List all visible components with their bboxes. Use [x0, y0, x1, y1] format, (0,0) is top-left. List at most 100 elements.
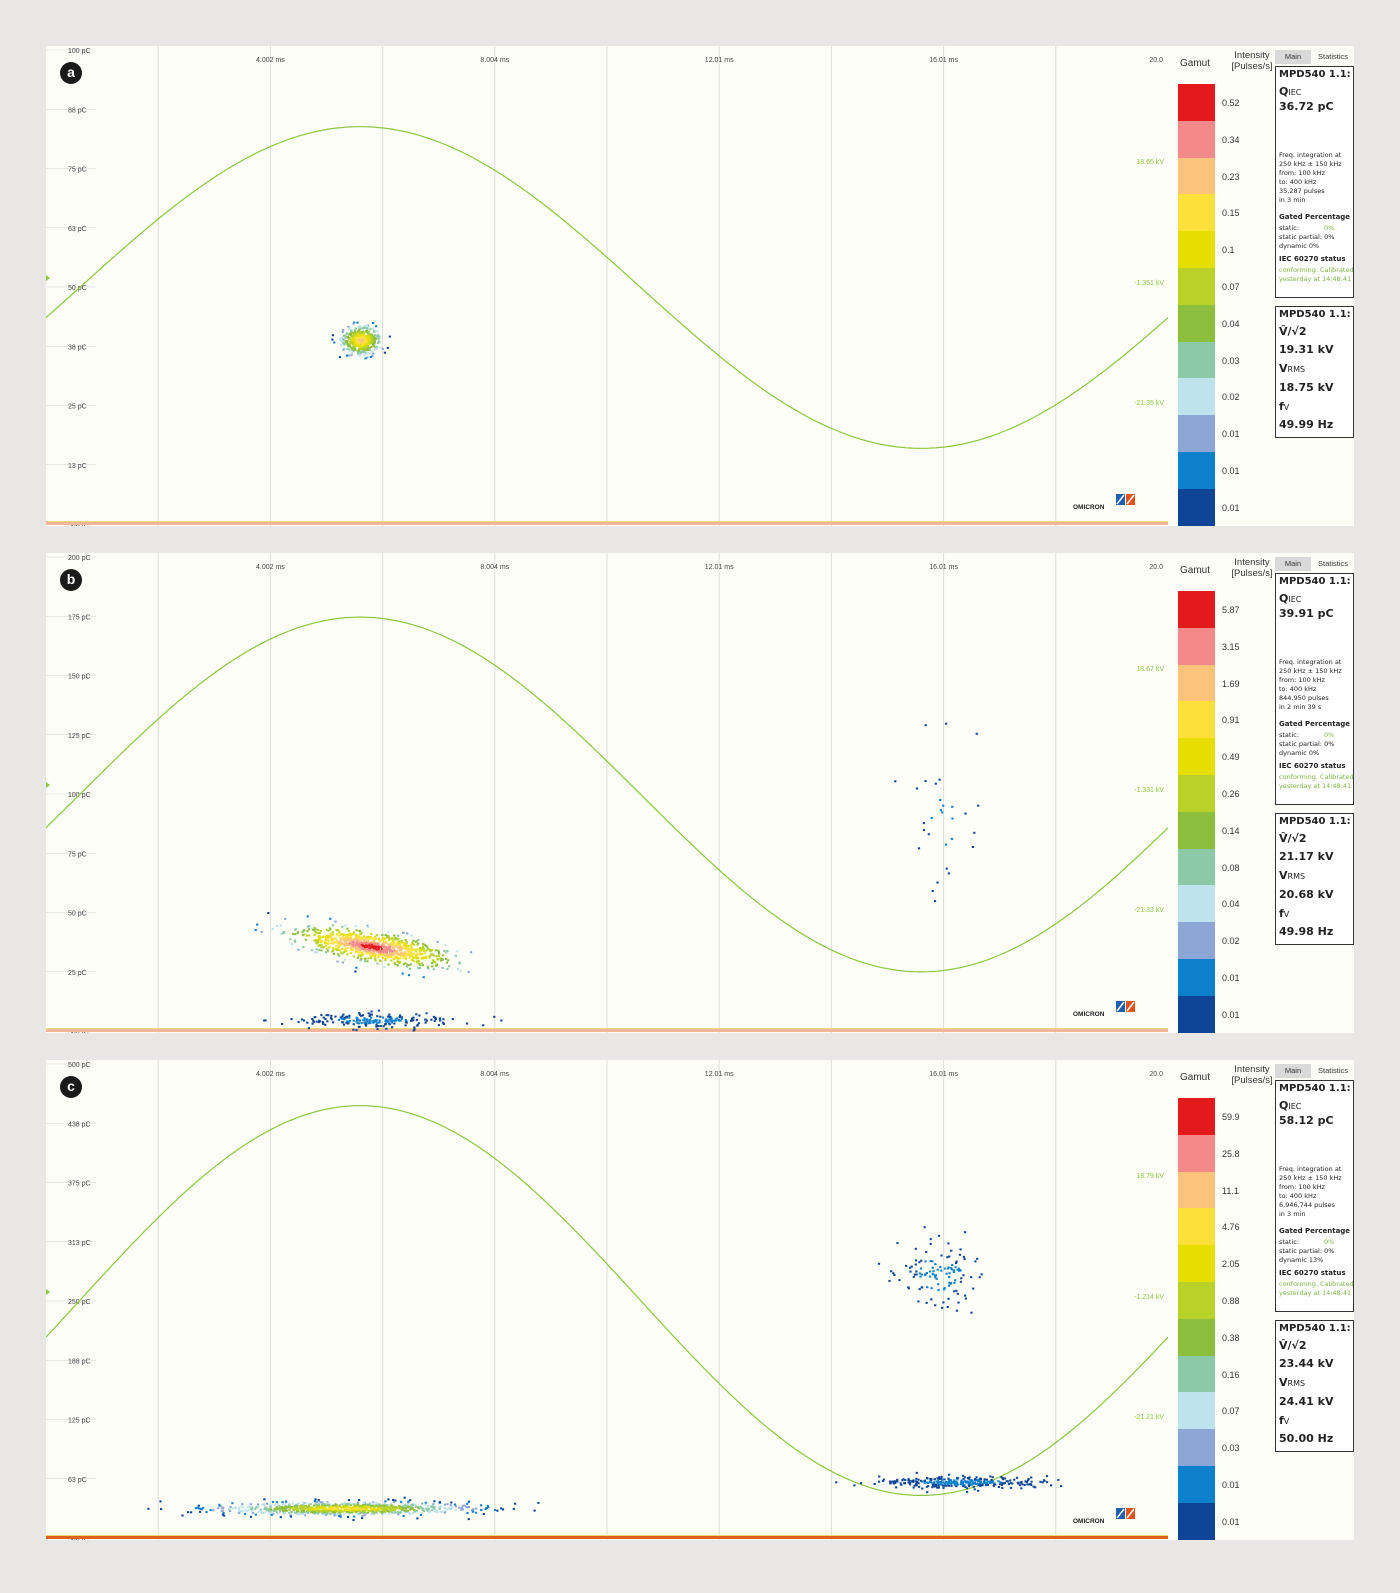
pd-point [347, 947, 350, 949]
pd-point [360, 943, 363, 946]
pd-point [324, 938, 327, 941]
pd-point [290, 1511, 293, 1513]
tab-main[interactable]: Main [1275, 1064, 1311, 1078]
pd-point [364, 948, 367, 951]
pd-point [326, 1509, 329, 1512]
pd-point [388, 952, 392, 955]
pd-point [358, 940, 361, 943]
pd-point [316, 1501, 319, 1504]
pd-point [318, 1020, 321, 1023]
pd-point [373, 953, 376, 956]
pd-point [375, 1502, 378, 1505]
pd-point [325, 951, 328, 954]
pd-point [356, 331, 359, 334]
pd-point [358, 332, 361, 335]
tab-main[interactable]: Main [1275, 557, 1311, 571]
pd-point [937, 1486, 941, 1489]
pd-point [332, 924, 335, 927]
pd-point [951, 817, 954, 820]
pd-point [908, 1481, 911, 1484]
pd-point [346, 953, 349, 956]
iec-line: conforming. Calibrated [1279, 266, 1354, 274]
pd-point [400, 1016, 403, 1019]
pd-point [947, 872, 950, 875]
phase-marker [46, 275, 50, 281]
pd-point [271, 1501, 275, 1503]
pd-point [354, 340, 357, 343]
pd-point [405, 948, 408, 951]
pd-point [461, 1508, 465, 1511]
pd-point [409, 1507, 412, 1510]
pd-point [377, 956, 380, 959]
pd-point [371, 355, 374, 357]
pd-point [946, 1481, 949, 1484]
pd-point [407, 944, 410, 947]
pd-point [354, 950, 357, 953]
tab-statistics[interactable]: Statistics [1317, 52, 1348, 61]
pd-point [269, 1506, 272, 1509]
pd-point [362, 948, 365, 951]
pd-point [356, 1502, 359, 1505]
pd-point [402, 931, 405, 934]
pd-point [362, 327, 365, 329]
freq-line: Freq. integration at [1279, 658, 1342, 666]
pd-point [367, 949, 370, 952]
rms-label: VRMS [1279, 362, 1306, 375]
pd-point [367, 342, 370, 345]
pd-point [327, 929, 330, 932]
pd-point [482, 1513, 485, 1515]
pd-point [382, 948, 385, 951]
pd-point [404, 946, 407, 949]
q-value: 36.72 pC [1279, 100, 1334, 113]
pd-point [423, 957, 426, 959]
pd-point [281, 1023, 284, 1025]
pd-point [352, 1028, 355, 1031]
pd-point [354, 944, 357, 947]
voltage-box: MPD540 1.1: V̂/√2 21.17 kV VRMS 20.68 kV fV 49… [1275, 813, 1354, 945]
pd-point [356, 1019, 359, 1022]
freq-line: 6,946,744 pulses [1279, 1201, 1335, 1209]
pd-point [397, 952, 401, 955]
rms-sub: RMS [1287, 872, 1306, 881]
pd-point [364, 325, 367, 327]
voltage-label: 18.67 kV [1136, 666, 1164, 673]
pd-point [388, 947, 391, 950]
pd-point [330, 939, 333, 942]
pd-point [342, 1023, 346, 1026]
pd-point [324, 1509, 327, 1512]
pd-point [962, 1255, 965, 1258]
pd-point [281, 1507, 284, 1510]
pd-point [410, 953, 413, 956]
pd-point [894, 1482, 897, 1484]
pd-point [410, 1019, 413, 1022]
pd-point [320, 940, 323, 943]
pd-point [379, 340, 382, 343]
tab-statistics[interactable]: Statistics [1317, 559, 1348, 568]
tab-main[interactable]: Main [1275, 50, 1311, 64]
pd-point [474, 1511, 478, 1514]
pd-point [441, 1510, 444, 1513]
pd-point [264, 1506, 267, 1509]
pd-point [956, 1476, 959, 1479]
pd-point [396, 1511, 399, 1514]
pd-point [289, 1506, 293, 1509]
pd-point [915, 1471, 918, 1474]
pd-point [402, 963, 405, 966]
pd-point [370, 932, 373, 935]
pd-point [359, 352, 362, 355]
pd-point [367, 324, 370, 327]
pd-point [999, 1481, 1002, 1484]
pd-point [408, 951, 411, 954]
pd-point [330, 1018, 333, 1021]
pd-point [907, 1478, 910, 1481]
pd-point [941, 1306, 944, 1309]
pd-point [347, 325, 350, 328]
pd-point [975, 732, 978, 735]
pd-point [915, 1484, 918, 1487]
tab-statistics[interactable]: Statistics [1317, 1066, 1348, 1075]
ytick-label: 75 pC [68, 167, 87, 174]
pd-point [322, 1022, 325, 1025]
pd-point [357, 341, 360, 344]
gamut-value: 0.01 [1222, 429, 1240, 440]
pd-point [400, 955, 403, 957]
